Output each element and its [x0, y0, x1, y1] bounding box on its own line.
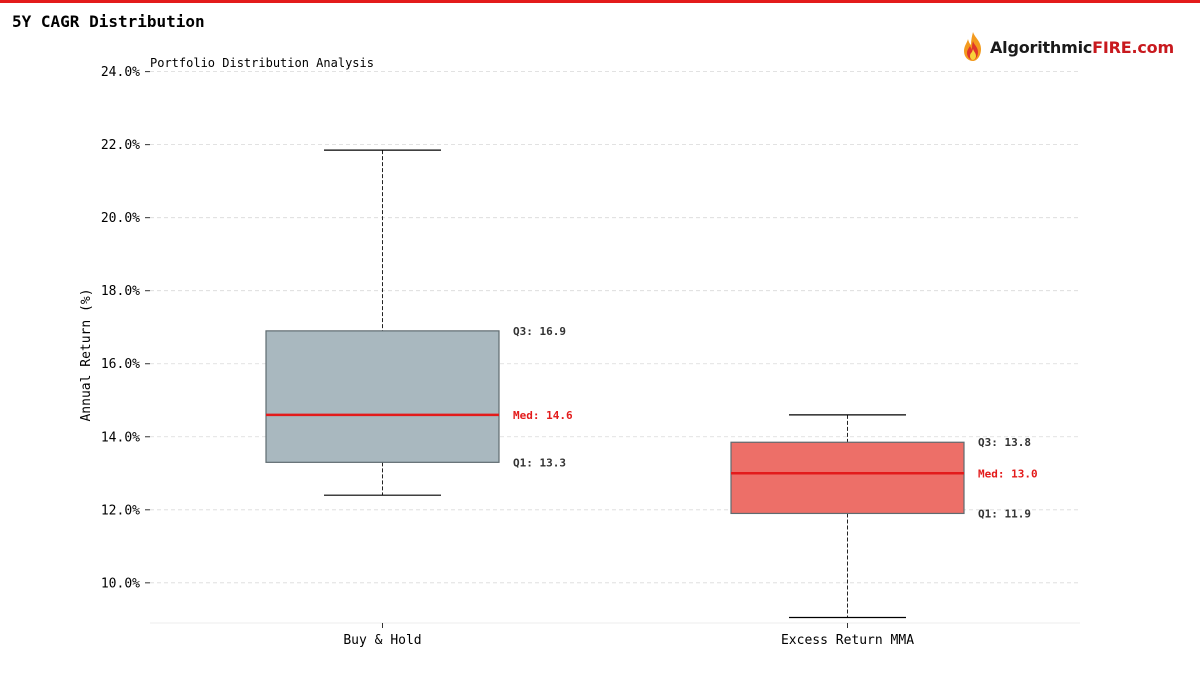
flame-icon [964, 32, 981, 61]
y-tick-label: 18.0% [101, 284, 140, 299]
q3-label: Q3: 13.8 [978, 436, 1031, 449]
q3-label: Q3: 16.9 [513, 325, 566, 338]
y-tick-label: 14.0% [101, 430, 140, 445]
x-tick-label: Buy & Hold [343, 633, 421, 648]
y-tick-label: 16.0% [101, 357, 140, 372]
y-axis-label: Annual Return (%) [79, 288, 94, 421]
page-title: 5Y CAGR Distribution [12, 12, 205, 31]
q1-label: Q1: 11.9 [978, 507, 1031, 520]
iqr-box [730, 441, 965, 515]
y-tick-label: 24.0% [101, 65, 140, 80]
box-layer: Q3: 16.9 Med: 14.6 Q1: 13.3 Q3: 13.8 Med: 13… [265, 149, 1038, 619]
y-tick-label: 20.0% [101, 211, 140, 226]
x-tick-label: Excess Return MMA [781, 633, 914, 648]
y-tick-label: 12.0% [101, 503, 140, 518]
y-tick-label: 22.0% [101, 138, 140, 153]
brand-name-part1: Algorithmic [990, 37, 1093, 57]
iqr-box [265, 330, 500, 463]
brand-logo[interactable]: AlgorithmicFIRE.com [960, 30, 1174, 64]
chart-title: Portfolio Distribution Analysis [150, 56, 374, 70]
y-tick-label: 10.0% [101, 576, 140, 591]
brand-name: AlgorithmicFIRE.com [990, 38, 1174, 57]
brand-name-part2: FIRE.com [1092, 37, 1174, 57]
q1-label: Q1: 13.3 [513, 456, 566, 469]
median-label: Med: 14.6 [513, 409, 573, 422]
median-label: Med: 13.0 [978, 467, 1038, 480]
top-accent-bar [0, 0, 1200, 3]
axis-layer: 10.0% 12.0% 14.0% 16.0% 18.0% 20.0% 22.0% 24.0%… [101, 65, 1080, 648]
